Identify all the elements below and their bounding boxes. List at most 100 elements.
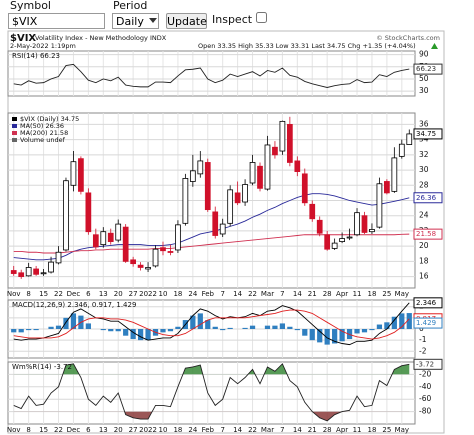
legend-label: $VIX (Daily) 34.75 [20,115,79,123]
value-box [413,297,443,309]
candle-body [339,238,345,242]
x-tick-label: 28 [323,290,332,298]
y-tick-label: 36 [419,119,429,128]
candle-body [264,144,271,190]
y-tick-label: 90 [419,50,429,59]
legend-swatch [12,131,17,135]
y-tick-label: -40 [419,382,431,391]
x-tick-label: 20 [114,426,123,434]
timestamp: 2-May-2022 1:19pm [10,42,76,50]
exchange: INDX [150,34,167,42]
y-tick-label: 16 [419,272,429,281]
histogram-bar [108,329,114,332]
x-tick-label: 7 [280,290,284,298]
x-tick-label: 24 [188,426,197,434]
x-tick-label: Apr [336,426,348,434]
histogram-bar [227,327,233,329]
series-line [13,63,410,88]
quote: Open 33.35 High 35.33 Low 33.31 Last 34.… [198,42,416,50]
panel [7,50,416,97]
x-tick-label: 18 [173,426,182,434]
value-box [413,317,443,329]
histogram-bar [369,329,375,331]
update-button[interactable]: Update [166,13,207,29]
y-tick-label: -20 [419,369,431,378]
candle-body [92,234,99,248]
x-tick-label: 28 [323,426,332,434]
x-tick-label: 14 [233,426,242,434]
candle-body [309,203,316,220]
y-tick-label: 28 [419,180,429,189]
series-line [13,233,410,254]
histogram-bar [11,329,17,333]
y-tick-label: -80 [419,407,431,416]
x-tick-label: 7 [280,426,284,434]
x-tick-label: 24 [188,290,197,298]
histogram-bar [212,326,218,329]
y-tick-label: 50 [419,74,429,83]
inspect-label: Inspect [212,13,253,26]
select-arrow [149,18,157,23]
candle-body [48,261,54,273]
histogram-bar [317,329,323,343]
candle-body [316,219,323,234]
x-tick-label: 14 [233,290,242,298]
series-line [13,193,410,261]
candle-body [167,251,174,253]
candle-body [85,192,92,233]
y-tick-label: 24 [419,211,429,220]
candle-body [25,267,32,277]
candle-body [346,236,353,239]
candle-body [324,234,331,250]
candle-body [331,242,338,249]
series-line [13,363,410,422]
value-box-label: 66.23 [416,65,436,73]
symbol-title: $VIX [10,33,36,44]
histogram-bar [55,325,62,329]
oversold-fill [13,411,410,421]
candle-body [137,264,144,268]
x-tick-label: 6 [86,290,91,298]
histogram-bar [249,325,256,329]
histogram-bar [137,329,144,341]
candle-body [197,160,204,175]
candle-body [33,268,39,275]
histogram-bar [115,329,121,332]
y-tick-label: 30 [419,86,429,95]
candle-body [115,223,122,241]
histogram-bar [26,329,32,331]
candle-body [145,267,151,270]
candle-body [152,248,159,267]
x-tick-label: 14 [293,290,302,298]
y-tick-label: -1 [419,335,427,344]
histogram-bar [130,329,136,340]
inspect-checkbox[interactable] [256,12,267,23]
x-tick-label: 22 [248,290,257,298]
candle-body [361,215,368,233]
y-tick-label: 20 [419,241,429,250]
x-tick-label: Dec [67,426,81,434]
candle-body [70,161,77,186]
legend-label: MA(50) 26.36 [20,122,64,130]
candle-body [10,270,17,274]
candle-body [257,165,263,189]
histogram-bar [391,316,397,329]
histogram-bar [242,327,248,329]
candle-body [107,232,114,242]
symbol-label: Symbol [10,0,51,12]
histogram-bar [332,329,338,344]
x-tick-label: Apr [336,290,348,298]
x-tick-label: 13 [99,426,108,434]
period-select[interactable]: Daily [112,13,159,29]
candle-body [272,146,278,156]
x-tick-label: 22 [54,426,63,434]
x-tick-label: 2022 [139,290,157,298]
value-box [413,358,443,370]
symbol-input[interactable]: $VIX [8,13,105,29]
candle-body [286,124,293,163]
candle-body [175,224,181,251]
value-box-label: -3.72 [416,360,434,368]
subtitle: Volatility Index - New Methodology [35,34,148,42]
histogram-bar [197,313,203,329]
